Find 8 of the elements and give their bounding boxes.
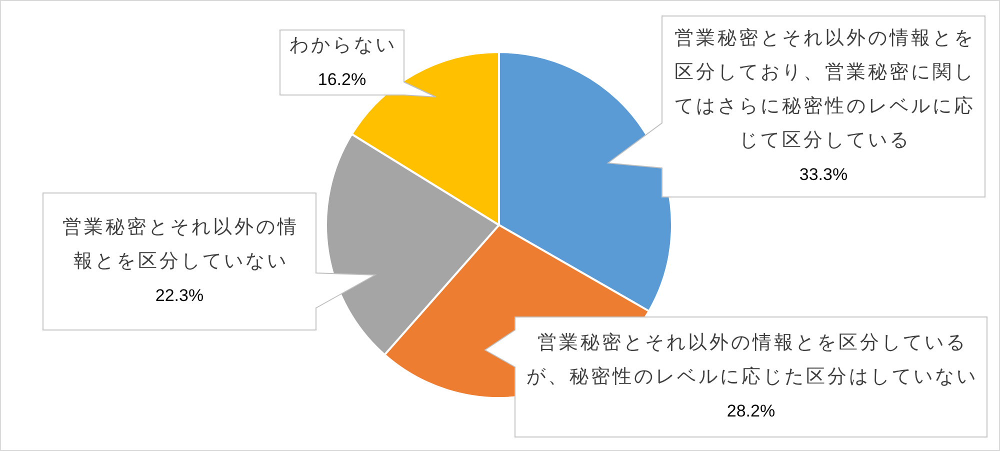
slice-label: 営業秘密とそれ以外の情報とを区分しているが、秘密性のレベルに応じた区分はしていない	[526, 332, 978, 388]
slice-label: 営業秘密とそれ以外の情報とを区分していない	[62, 216, 299, 272]
slice-label: 営業秘密とそれ以外の情報とを区分しており、営業秘密に関してはさらに秘密性のレベルに応じて区分している	[674, 27, 976, 151]
data-label: 16.2%	[318, 70, 366, 89]
data-label: 22.3%	[155, 286, 204, 305]
data-label: 28.2%	[726, 402, 776, 420]
slice-label: わからない	[290, 35, 397, 56]
data-label: 33.3%	[799, 165, 848, 184]
